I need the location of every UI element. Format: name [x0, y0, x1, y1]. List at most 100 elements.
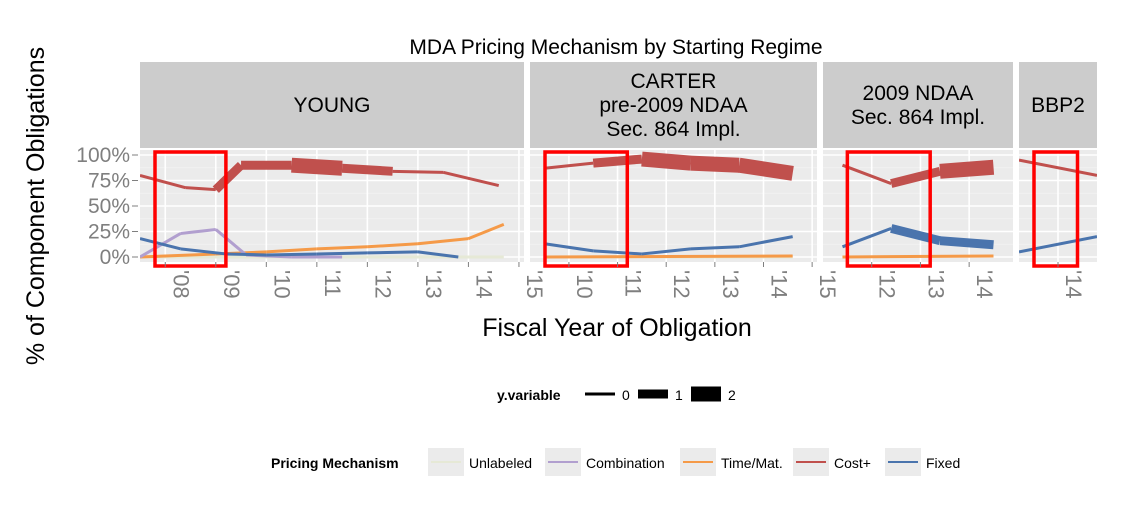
x-tick-label: '14	[1061, 270, 1086, 299]
series-segment-time-mat-	[467, 222, 505, 241]
series-segment-time-mat-	[544, 254, 793, 259]
series-segment-fixed	[939, 236, 994, 250]
series-segment-fixed	[690, 245, 740, 251]
series-segment-cost-	[212, 161, 245, 193]
y-axis: 0%25% 50%75% 100%	[76, 144, 138, 269]
series-segment-cost-	[185, 186, 216, 192]
series-segment-fixed	[544, 242, 594, 253]
x-tick-label: '12	[370, 270, 395, 299]
highlight-box	[153, 150, 228, 268]
series-group	[544, 151, 794, 259]
y-tick-label: 50%	[88, 195, 130, 218]
color-legend-title: Pricing Mechanism	[271, 455, 399, 471]
series-segment-cost-	[544, 161, 594, 170]
size-legend: y.variable 0 1 2	[497, 380, 736, 408]
series-segment-time-mat-	[316, 245, 368, 251]
x-tick-label: '09	[219, 270, 244, 299]
series-segment-cost-	[841, 163, 892, 185]
series-segment-fixed	[417, 250, 459, 259]
series-group	[140, 157, 505, 259]
series-segment-cost-	[291, 157, 343, 176]
facet-label: BBP2	[1031, 94, 1085, 117]
x-tick-label: '08	[168, 270, 193, 299]
series-segment-cost-	[690, 155, 740, 173]
series-segment-cost-	[641, 151, 692, 171]
y-axis-label: % of Component Obligations	[22, 47, 50, 365]
x-tick-label: '13	[718, 270, 743, 299]
series-segment-cost-	[442, 170, 500, 188]
series-segment-fixed	[367, 250, 418, 255]
size-legend-label: 2	[728, 387, 736, 403]
color-legend-label: Combination	[586, 455, 665, 471]
x-tick-label: '10	[572, 270, 597, 299]
facet-label: Sec. 864 Impl.	[851, 106, 985, 129]
x-tick-label: '14	[972, 270, 997, 299]
facet-label: Sec. 864 Impl.	[606, 118, 740, 141]
y-tick-label: 0%	[100, 246, 130, 269]
facet-strip	[530, 62, 817, 148]
facet-label: 2009 NDAA	[863, 82, 974, 105]
series-segment-time-mat-	[266, 247, 317, 254]
x-tick-label: '12	[669, 270, 694, 299]
series-segment-cost-	[1019, 158, 1097, 177]
series-segment-cost-	[392, 169, 444, 174]
series-segment-fixed	[593, 249, 642, 256]
highlight-box	[845, 150, 932, 268]
x-tick-label: '13	[421, 270, 446, 299]
x-axis-label: Fiscal Year of Obligation	[482, 314, 752, 342]
x-tick-label: '12	[875, 270, 900, 299]
y-tick-label: 100%	[76, 144, 130, 167]
x-tick-label: '14	[766, 270, 791, 299]
size-legend-label: 1	[675, 387, 683, 403]
series-segment-fixed	[738, 235, 793, 249]
series-segment-fixed	[841, 227, 892, 249]
series-segment-cost-	[738, 157, 794, 181]
series-segment-fixed	[641, 247, 691, 256]
color-legend-label: Cost+	[834, 455, 871, 471]
facet-strip	[823, 62, 1013, 148]
series-segment-fixed	[266, 252, 317, 257]
series-segment-cost-	[140, 173, 186, 190]
facet-label: pre-2009 NDAA	[599, 94, 747, 117]
x-tick-label: '15	[522, 270, 547, 299]
series-segment-cost-	[592, 154, 643, 168]
series-segment-combination	[214, 228, 248, 257]
facet-panels: YOUNG'08'09'10'11'12'13'14'15CARTERpre-2…	[140, 62, 1097, 299]
facet-panel: YOUNG '08 '09 '10 '11 '12 '13 '14 '15	[140, 62, 547, 299]
x-tick-label: '13	[923, 270, 948, 299]
color-legend-label: Fixed	[926, 455, 960, 471]
x-tick-label: '11	[320, 270, 345, 297]
chart-title: MDA Pricing Mechanism by Starting Regime	[409, 36, 822, 59]
series-group	[1019, 158, 1097, 254]
series-segment-combination	[180, 227, 216, 236]
series-segment-cost-	[341, 163, 393, 176]
color-legend-label: Time/Mat.	[721, 455, 783, 471]
series-segment-fixed	[316, 251, 368, 256]
facet-panel: BBP2 '14	[1019, 62, 1097, 299]
series-segment-time-mat-	[367, 242, 418, 249]
highlight-box	[543, 150, 630, 268]
x-tick-label: '10	[269, 270, 294, 299]
y-tick-label: 25%	[88, 221, 130, 244]
x-tick-label: '15	[815, 270, 840, 299]
x-tick-label: '14	[471, 270, 496, 299]
x-tick-label: '11	[621, 270, 646, 297]
series-segment-fixed	[225, 252, 267, 257]
facet-strip	[1019, 62, 1097, 148]
series-segment-time-mat-	[842, 254, 994, 259]
series-segment-fixed	[1019, 235, 1097, 254]
y-tick-label: 75%	[88, 170, 130, 193]
size-legend-label: 0	[622, 387, 630, 403]
color-legend-label: Unlabeled	[469, 455, 532, 471]
facet-label: YOUNG	[293, 94, 370, 117]
size-legend-title: y.variable	[497, 387, 561, 403]
highlight-box	[1032, 150, 1080, 268]
series-segment-time-mat-	[140, 252, 216, 259]
series-segment-fixed	[180, 247, 227, 256]
series-segment-cost-	[939, 159, 995, 179]
facet-strip	[140, 62, 524, 148]
facet-label: CARTER	[631, 70, 717, 93]
